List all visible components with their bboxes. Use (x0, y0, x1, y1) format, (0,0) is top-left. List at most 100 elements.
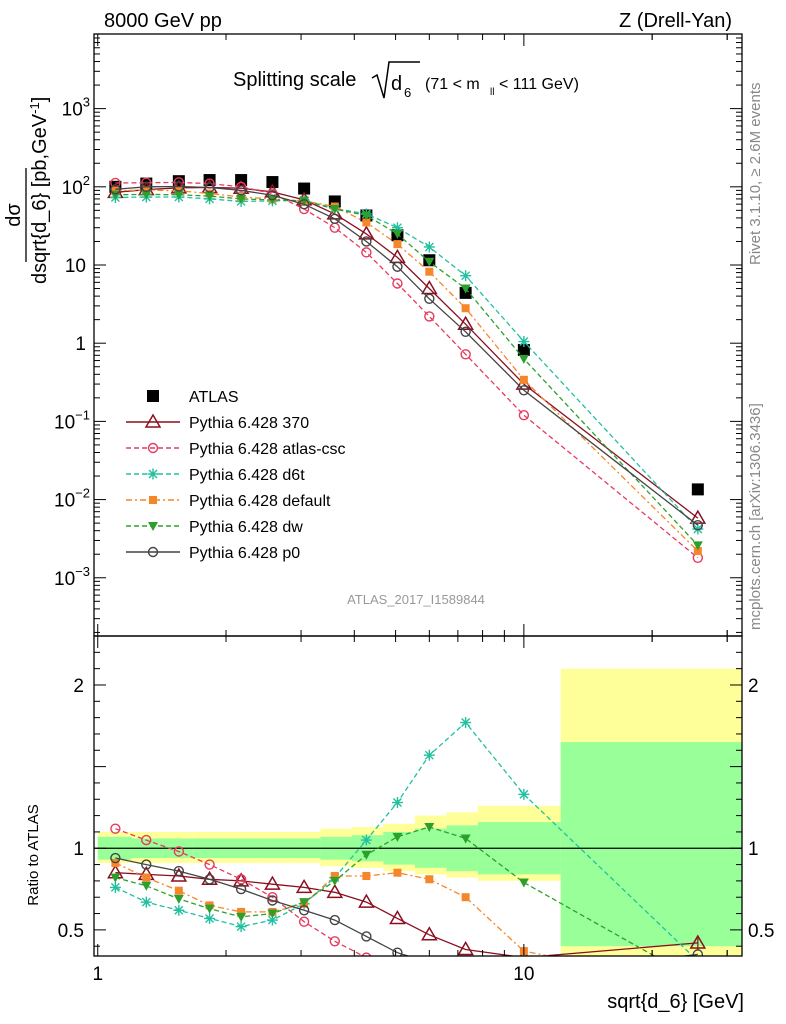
y-tick-label: 10−2 (54, 486, 90, 512)
legend-marker (144, 413, 162, 428)
star-stroke (424, 242, 434, 252)
legend-marker (148, 522, 158, 531)
ratio-point (460, 834, 471, 844)
data-point (142, 186, 151, 195)
ratio-point (361, 952, 372, 956)
x-tick-label: 1 (92, 964, 103, 985)
ratio-point (140, 896, 152, 908)
data-point (362, 218, 371, 227)
data-point (460, 326, 471, 337)
legend-label: Pythia 6.428 default (189, 493, 331, 510)
data-point (141, 181, 152, 193)
ratio-point (393, 868, 402, 877)
ratio-point (330, 872, 339, 880)
y-tick-label: 10−1 (54, 407, 90, 433)
ratio-line (115, 862, 553, 956)
ratio-pythia-6-428-dw (110, 823, 656, 956)
data-point (235, 185, 247, 196)
legend-marker (149, 496, 157, 504)
data-point (692, 520, 704, 531)
ratio-point (141, 881, 152, 891)
sqrt-symbol (371, 61, 420, 99)
data-point (393, 240, 402, 249)
star-stroke (361, 835, 371, 845)
data-point (361, 211, 372, 221)
data-point (689, 509, 707, 524)
ratio-point (326, 883, 344, 899)
legend-label: Pythia 6.428 d6t (189, 467, 305, 484)
ratio-point (170, 867, 188, 882)
ratio-point (110, 852, 121, 864)
ratio-point (173, 846, 185, 857)
data-point (329, 213, 340, 224)
ratio-point (461, 965, 470, 974)
data-point (111, 186, 120, 195)
ratio-point (264, 875, 281, 890)
data-point (141, 190, 152, 200)
series-pythia-6-428-p0 (110, 181, 704, 531)
ratio-point (425, 974, 434, 983)
data-point (361, 247, 372, 258)
data-point (518, 409, 530, 421)
ratio-line (115, 857, 698, 956)
ratio-point (425, 958, 434, 967)
data-point (266, 176, 279, 189)
data-point (329, 205, 340, 215)
data-point (457, 315, 474, 330)
ratio-tick-label-right: 1 (748, 839, 759, 860)
ratio-point (141, 859, 152, 870)
ylabel-bottom: dsqrt{d_6} [pb,GeV-1] (27, 97, 52, 284)
data-point (329, 222, 340, 233)
ratio-point (694, 981, 702, 989)
legend: ATLAS Pythia 6.428 370 Pythia 6.428 atlas-… (126, 389, 346, 562)
data-point (204, 192, 215, 202)
rivet-label: Rivet 3.1.10, ≥ 2.6M events (747, 83, 764, 266)
ratio-point (299, 898, 310, 908)
ratio-point (393, 968, 402, 977)
data-point (299, 196, 310, 206)
ratio-point (267, 892, 278, 903)
analysis-id: ATLAS_2017_I1589844 (347, 592, 485, 607)
ratio-point (110, 823, 121, 834)
y-tick-label: 102 (62, 173, 90, 199)
data-point (361, 236, 372, 247)
mcplots-label: mcplots.cern.ch [arXiv:1306.3436] (747, 403, 764, 630)
ratio-plot (107, 717, 707, 989)
data-point (460, 270, 472, 282)
title-range-end: < 111 GeV) (499, 76, 579, 93)
ratio-point (391, 797, 403, 809)
ratio-point (423, 749, 435, 761)
data-point (235, 181, 247, 193)
ratio-point (110, 873, 121, 883)
legend-label: ATLAS (189, 389, 239, 406)
ratio-uncertainty-bands (94, 668, 742, 956)
ratio-point (174, 886, 183, 895)
ratio-point (141, 834, 152, 846)
band-inner (560, 742, 742, 947)
legend-item-pythia-6-428-dw: Pythia 6.428 dw (126, 519, 303, 536)
data-point (461, 304, 470, 313)
plot-title: Splitting scale d 6 (71 < m ll < 111 GeV… (233, 61, 579, 100)
ratio-tick-label-left: 0.5 (58, 921, 84, 942)
data-point (518, 336, 530, 348)
ratio-point (295, 878, 313, 894)
legend-marker (147, 468, 159, 480)
legend-marker (147, 442, 159, 454)
ratio-point (329, 936, 340, 947)
star-stroke (267, 915, 277, 925)
ratio-point (204, 874, 215, 885)
data-point (267, 190, 278, 201)
ratio-point (389, 909, 406, 925)
data-point (110, 184, 121, 195)
ratio-point (358, 893, 375, 908)
header-left: 8000 GeV pp (104, 10, 222, 32)
ratio-line (115, 826, 656, 956)
ratio-point (461, 893, 470, 902)
star-stroke (694, 957, 702, 965)
legend-label: Pythia 6.428 370 (189, 415, 309, 432)
ratio-point (109, 881, 121, 893)
ratio-tick-label-left: 1 (73, 839, 84, 860)
x-tick-label: 10 (513, 964, 534, 985)
ylabel-top: dσ (3, 203, 25, 227)
star-stroke (694, 957, 702, 965)
